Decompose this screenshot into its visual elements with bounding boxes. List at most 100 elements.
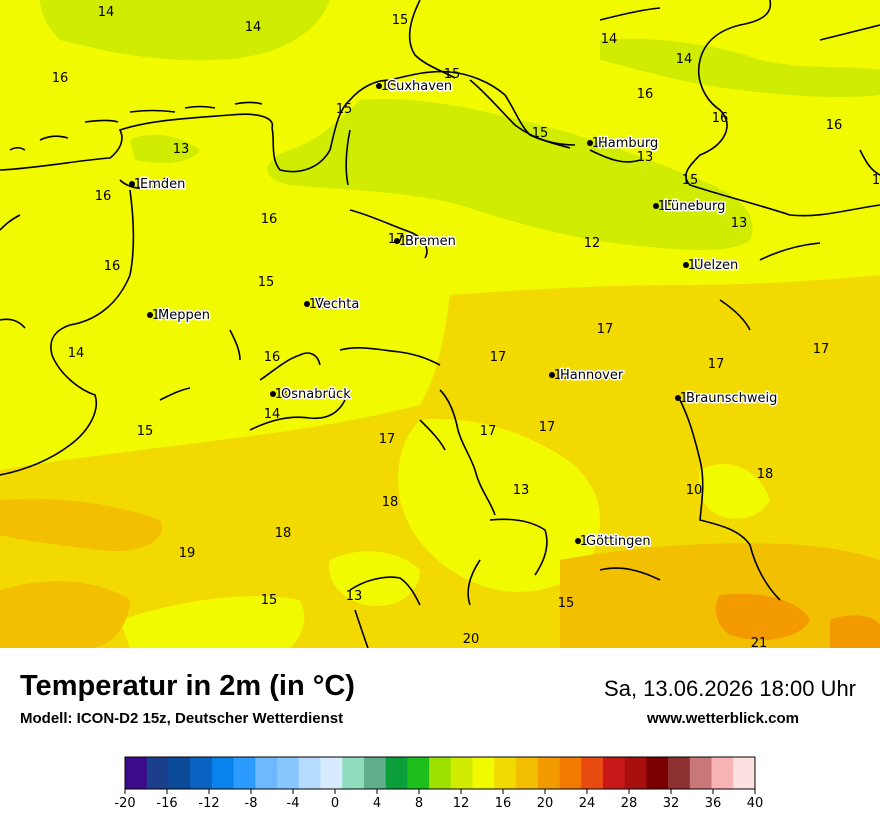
- legend-tick-label: 4: [373, 796, 381, 811]
- legend-swatch: [211, 757, 234, 789]
- temperature-value: 12: [584, 236, 601, 251]
- city-dot: [129, 181, 135, 187]
- temperature-value: 21: [751, 636, 768, 648]
- temperature-value: 13: [513, 483, 530, 498]
- city-dot: [270, 391, 276, 397]
- temperature-value: 10: [686, 483, 703, 498]
- legend-swatch: [559, 757, 582, 789]
- temperature-value: 15: [558, 596, 575, 611]
- temperature-value: 14: [245, 20, 262, 35]
- temperature-value: 16: [712, 111, 729, 126]
- temperature-value: 15: [137, 424, 154, 439]
- city-value: 12: [688, 258, 705, 273]
- legend-tick-label: -20: [114, 796, 135, 811]
- city-name: Lüneburg: [664, 199, 725, 214]
- legend-swatch: [146, 757, 169, 789]
- city-value: 17: [680, 391, 697, 406]
- legend-swatch: [429, 757, 452, 789]
- city-dot: [653, 203, 659, 209]
- legend-swatch: [125, 757, 148, 789]
- temperature-map: 15 Cuxhaven 15 Hamburg 16 Emden 17 Bremen 15 Lüne…: [0, 0, 880, 648]
- legend-swatch: [363, 757, 386, 789]
- legend-swatch: [733, 757, 756, 789]
- temperature-value: 18: [275, 526, 292, 541]
- city-name: Vechta: [315, 297, 359, 312]
- legend-swatch: [537, 757, 560, 789]
- city-labels: 15Cuxhaven15Hamburg16Emden17Bremen15Lüne…: [129, 78, 779, 551]
- legend-tick-label: 8: [415, 796, 423, 811]
- legend-tick-label: -12: [198, 796, 219, 811]
- temperature-value: 14: [68, 346, 85, 361]
- city-value: 14: [275, 387, 292, 402]
- city-value: 16: [134, 177, 151, 192]
- temperature-value: 17: [597, 322, 614, 337]
- temperature-value: 15: [336, 102, 353, 117]
- legend-swatch: [450, 757, 473, 789]
- legend-swatch: [646, 757, 669, 789]
- legend-swatch: [602, 757, 625, 789]
- temperature-value: 1: [872, 173, 880, 188]
- legend-swatch: [277, 757, 300, 789]
- legend-swatch: [407, 757, 430, 789]
- temperature-value: 15: [532, 126, 549, 141]
- temperature-value: 16: [104, 259, 121, 274]
- city-value: 15: [152, 308, 169, 323]
- temperature-value: 16: [264, 350, 281, 365]
- legend-swatch: [320, 757, 343, 789]
- temperature-value: 16: [637, 87, 654, 102]
- temperature-value: 15: [258, 275, 275, 290]
- legend-tick-label: 36: [705, 796, 722, 811]
- temperature-value: 16: [261, 212, 278, 227]
- legend-tick-label: 0: [331, 796, 339, 811]
- legend-swatch: [516, 757, 539, 789]
- legend-tick-label: 20: [537, 796, 554, 811]
- legend-tick-label: -4: [287, 796, 300, 811]
- value-labels: 14 14 15 14 14 15 16 16 16 15 13 15 13 16 15 16 1 16 17 12 1…: [52, 5, 880, 648]
- legend-tick-label: 40: [747, 796, 764, 811]
- legend-swatch: [190, 757, 213, 789]
- legend-tick-label: -16: [156, 796, 177, 811]
- city-dot: [549, 372, 555, 378]
- city-name: Emden: [140, 177, 185, 192]
- city-dot: [587, 140, 593, 146]
- temperature-value: 16: [95, 189, 112, 204]
- legend-swatch: [342, 757, 365, 789]
- city-dot: [675, 395, 681, 401]
- city-dot: [394, 238, 400, 244]
- city-value: 15: [381, 79, 398, 94]
- temperature-value: 17: [490, 350, 507, 365]
- city-name: Braunschweig: [686, 391, 777, 406]
- temperature-value: 15: [392, 13, 409, 28]
- legend-tick-label: 28: [621, 796, 638, 811]
- city-name: Hamburg: [598, 136, 658, 151]
- temperature-value: 18: [757, 467, 774, 482]
- legend-tick-label: 12: [453, 796, 470, 811]
- temperature-value: 18: [382, 495, 399, 510]
- temperature-value: 16: [826, 118, 843, 133]
- temperature-value: 15: [682, 173, 699, 188]
- legend-swatch: [472, 757, 495, 789]
- temperature-value: 14: [264, 407, 281, 422]
- city-dot: [575, 538, 581, 544]
- legend-swatch: [581, 757, 604, 789]
- legend-swatch: [255, 757, 278, 789]
- temperature-field: [0, 0, 880, 648]
- valid-datetime: Sa, 13.06.2026 18:00 Uhr: [604, 676, 856, 701]
- temperature-value: 17: [813, 342, 830, 357]
- temperature-value: 15: [261, 593, 278, 608]
- city-dot: [376, 83, 382, 89]
- temperature-value: 14: [601, 32, 618, 47]
- temperature-value: 17: [539, 420, 556, 435]
- city-dot: [683, 262, 689, 268]
- temperature-value: 19: [179, 546, 196, 561]
- city-value: 15: [309, 297, 326, 312]
- city-value: 15: [658, 199, 675, 214]
- legend-tick-label: 32: [663, 796, 680, 811]
- website-link[interactable]: www.wetterblick.com: [647, 710, 799, 727]
- temperature-value: 20: [463, 632, 480, 647]
- city-value: 17: [554, 368, 571, 383]
- city-value: 17: [399, 234, 416, 249]
- temperature-value: 13: [731, 216, 748, 231]
- city-name: Cuxhaven: [387, 79, 452, 94]
- model-source: Modell: ICON-D2 15z, Deutscher Wetterdie…: [20, 710, 344, 727]
